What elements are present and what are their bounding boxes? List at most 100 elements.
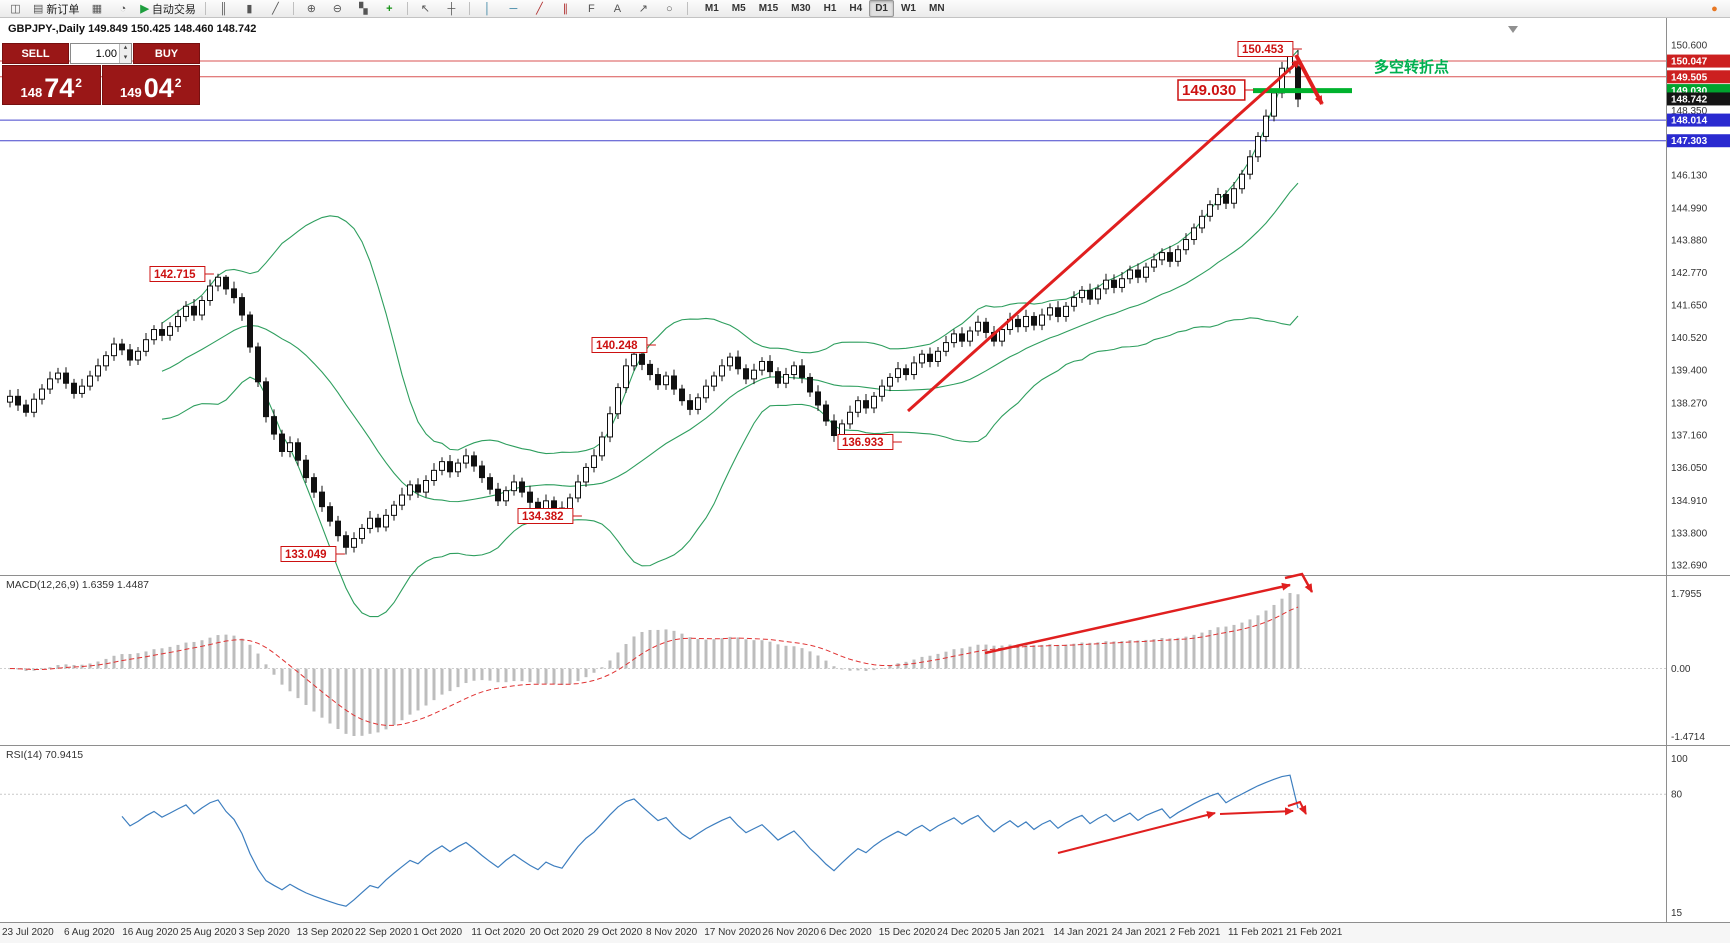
tile-windows-icon: ▚ [359,2,368,15]
ask-price[interactable]: 149 04 2 [101,65,200,105]
price-axis-label: 139.400 [1671,366,1708,377]
toolbar-separator [406,2,408,15]
trend-arrow-object[interactable] [984,582,1291,655]
alert-icon: ● [1711,2,1718,15]
volume-input[interactable] [71,44,119,63]
sell-button[interactable]: SELL [2,43,69,64]
timeframe-button-w1[interactable]: W1 [900,3,916,14]
zoom-out-icon: ⊖ [332,2,342,15]
cursor-button[interactable]: ↖ [413,0,438,18]
volume-up-button[interactable]: ▴ [120,44,131,54]
horizontal-line-button[interactable]: ─ [501,0,526,18]
candlestick-chart-icon: ▮ [246,2,253,15]
trend-arrow-object[interactable] [1219,807,1294,816]
price-label-object[interactable] [280,546,337,562]
macd-axis-label: 1.7955 [1671,589,1702,600]
chart-canvas[interactable]: 150.600 148.350 146.130 144.990 143.880 142.7… [0,18,1730,922]
trendline-button[interactable]: ╱ [527,0,552,18]
new-order-label: 新订单 [46,3,80,16]
alert-button[interactable]: ● [1702,0,1727,18]
reversal-mark-object[interactable] [1287,800,1307,815]
tile-windows-button[interactable]: ▚ [351,0,376,18]
fibonacci-button[interactable]: F [579,0,604,18]
vertical-line-button[interactable]: │ [475,0,500,18]
time-axis-label: 5 Jan 2021 [995,927,1045,938]
price-label-text: 134.382 [522,511,564,523]
time-axis-label: 6 Aug 2020 [64,927,115,938]
candlestick-chart-button[interactable]: ▮ [237,0,262,18]
turning-point-annotation[interactable]: 多空转折点 [1374,59,1450,76]
bollinger-lower-band [161,315,1299,618]
bid-price[interactable]: 148 74 2 [2,65,101,105]
price-label-object[interactable] [1237,41,1294,57]
time-axis-label: 15 Dec 2020 [878,927,936,938]
time-axis-label: 11 Feb 2021 [1228,927,1284,938]
channel-button[interactable]: ∥ [553,0,578,18]
zoom-in-button[interactable]: ⊕ [299,0,324,18]
indicators-button[interactable]: + [377,0,402,18]
line-chart-button[interactable]: ╱ [263,0,288,18]
text-button[interactable]: A [605,0,630,18]
timeframe-button-m5[interactable]: M5 [731,3,746,14]
new-chart-button[interactable]: ◫ [3,0,28,18]
rsi-axis-label: 15 [1671,908,1683,919]
shapes-button[interactable]: ○ [657,0,682,18]
profiles-icon: ▦ [91,2,103,15]
price-label-object[interactable] [837,434,894,450]
trend-arrow-object[interactable] [1294,54,1324,105]
autotrading-play-icon: ▶ [140,2,149,15]
time-axis-label: 13 Sep 2020 [296,927,354,938]
time-axis-label: 2 Feb 2021 [1169,927,1221,938]
trend-arrow-object[interactable] [1057,811,1216,854]
time-axis-label: 26 Nov 2020 [762,927,820,938]
scroll-to-end-marker[interactable] [1508,26,1518,33]
volume-down-button[interactable]: ▾ [120,53,131,63]
price-tag-label: 149.505 [1671,72,1708,83]
zoom-in-icon: ⊕ [306,2,316,15]
ask-point: 2 [174,76,182,90]
time-axis-label: 16 Aug 2020 [122,927,179,938]
time-axis-label: 22 Sep 2020 [355,927,412,938]
reversal-mark-object[interactable] [1284,572,1314,593]
timeframe-button-m30[interactable]: M30 [791,3,811,14]
price-label-object[interactable] [149,266,206,282]
price-label-object[interactable] [1177,79,1246,101]
timeframe-button-h1[interactable]: H1 [823,3,837,14]
autotrading-label: 自动交易 [151,3,196,16]
chart-window[interactable]: 150.600 148.350 146.130 144.990 143.880 142.7… [0,18,1730,922]
rsi-line [121,774,1299,907]
bollinger-middle-band [161,182,1299,503]
timeframe-button-m1[interactable]: M1 [704,3,719,14]
time-axis[interactable]: 23 Jul 2020 6 Aug 2020 16 Aug 2020 25 Aug 2… [0,922,1730,943]
new-order-button[interactable]: ▤ 新订单 [29,0,83,18]
trend-arrow-object[interactable] [906,58,1302,413]
timeframe-button-h4[interactable]: H4 [849,3,863,14]
bar-chart-button[interactable]: ║ [211,0,236,18]
price-axis-label: 138.270 [1671,398,1708,409]
time-axis-label: 8 Nov 2020 [646,927,698,938]
crosshair-button[interactable]: ┼ [439,0,464,18]
new-order-icon: ▤ [33,2,44,15]
profiles-button[interactable]: ▦ [84,0,109,18]
market-watch-button[interactable]: ◔ [110,0,135,18]
toolbar-separator [292,2,294,15]
time-axis-label: 24 Dec 2020 [937,927,994,938]
timeframe-button-d1[interactable]: D1 [869,0,894,17]
volume-stepper: ▴ ▾ [70,43,132,64]
buy-button[interactable]: BUY [133,43,200,64]
text-icon: A [613,2,622,15]
bid-pips: 74 [44,73,75,103]
timeframe-button-m15[interactable]: M15 [758,3,779,14]
price-axis-label: 144.990 [1671,203,1708,214]
price-label-object[interactable] [591,337,648,353]
cursor-icon: ↖ [420,2,430,15]
autotrading-button[interactable]: ▶ 自动交易 [136,0,199,18]
rsi-axis-label: 100 [1671,754,1688,765]
price-label-text: 150.453 [1242,44,1284,56]
zoom-out-button[interactable]: ⊖ [325,0,350,18]
price-label-object[interactable] [517,508,574,524]
timeframe-button-mn[interactable]: MN [928,3,945,14]
price-tag [1667,113,1730,127]
arrow-tool-button[interactable]: ↗ [631,0,656,18]
